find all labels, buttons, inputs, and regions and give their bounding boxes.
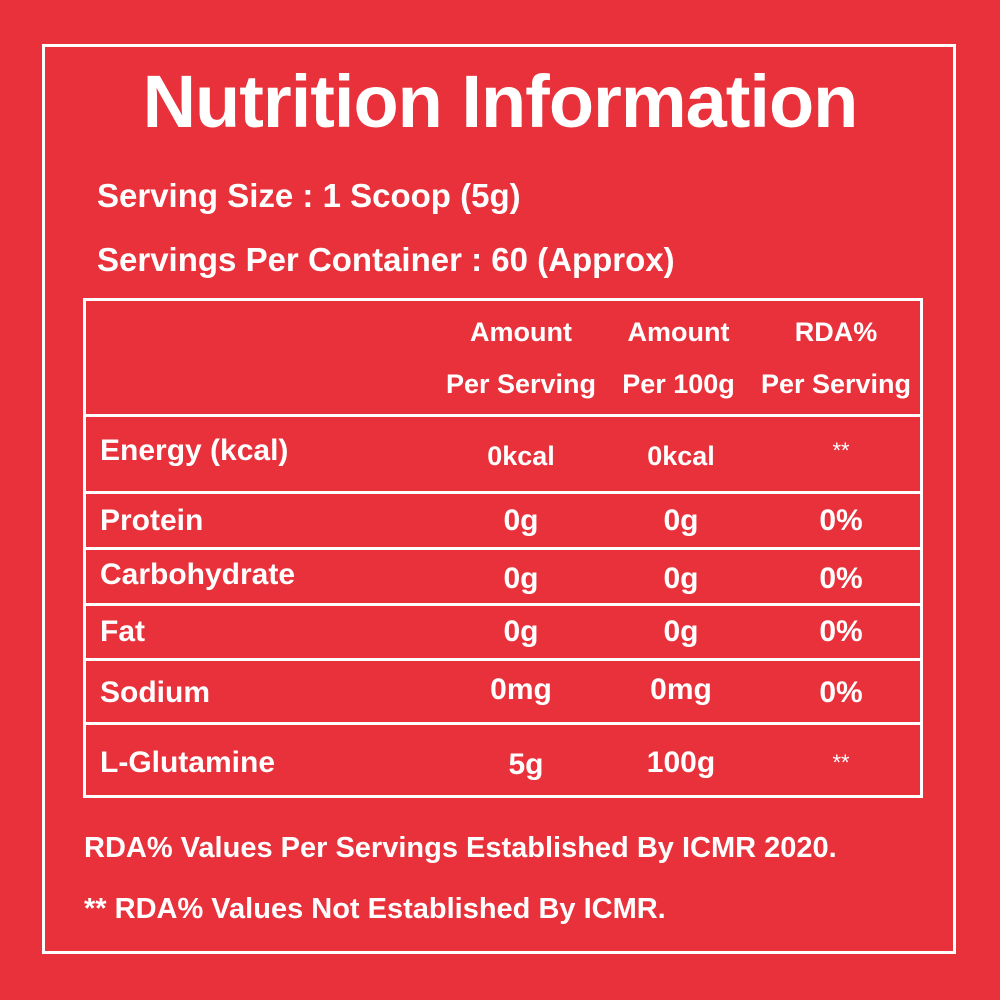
nutrient-name: Fat <box>100 615 145 648</box>
header-rda-line1: RDA% <box>794 317 878 347</box>
nutrient-name: Carbohydrate <box>100 558 296 591</box>
nutrient-name: Protein <box>100 504 204 537</box>
header-per-100g-line2: Per 100g <box>622 369 735 399</box>
nutrient-name: Energy (kcal) <box>100 434 289 467</box>
value-per-serving: 0mg <box>490 673 552 706</box>
footnote-rda-not-established: ** RDA% Values Not Established By ICMR. <box>84 893 666 925</box>
table-row: Sodium 0mg 0mg 0% <box>86 658 920 722</box>
value-rda: 0% <box>819 562 863 595</box>
table-row: Energy (kcal) 0kcal 0kcal ** <box>86 414 920 491</box>
value-per-100g: 0g <box>663 615 699 648</box>
value-rda: ** <box>832 750 850 775</box>
header-per-100g-line1: Amount <box>627 317 730 347</box>
table-row: Fat 0g 0g 0% <box>86 603 920 658</box>
nutrient-name: Sodium <box>100 676 210 709</box>
table-row: L-Glutamine 5g 100g ** <box>86 722 920 795</box>
value-per-serving: 0g <box>503 504 539 537</box>
value-per-100g: 0mg <box>650 673 712 706</box>
value-rda: 0% <box>819 615 863 648</box>
header-per-serving-line2: Per Serving <box>445 369 597 399</box>
serving-size: Serving Size : 1 Scoop (5g) <box>97 177 521 214</box>
value-per-100g: 0g <box>663 504 699 537</box>
table-row: Carbohydrate 0g 0g 0% <box>86 547 920 603</box>
header-rda-line2: Per Serving <box>760 369 912 399</box>
outer-border <box>42 44 956 954</box>
header-per-serving-line1: Amount <box>470 317 572 347</box>
value-per-serving: 0g <box>503 615 539 648</box>
value-per-serving: 0g <box>503 562 539 595</box>
page-title: Nutrition Information <box>142 60 859 143</box>
servings-per-container: Servings Per Container : 60 (Approx) <box>97 241 675 278</box>
value-per-100g: 100g <box>646 746 716 779</box>
value-rda: 0% <box>819 676 863 709</box>
value-per-100g: 0g <box>663 562 699 595</box>
value-per-serving: 5g <box>508 748 544 781</box>
footnote-rda-established: RDA% Values Per Servings Established By … <box>84 832 837 864</box>
value-rda: 0% <box>819 504 863 537</box>
value-rda: ** <box>832 438 850 463</box>
nutrient-name: L-Glutamine <box>100 746 276 779</box>
table-row: Protein 0g 0g 0% <box>86 491 920 547</box>
value-per-serving: 0kcal <box>487 441 555 471</box>
value-per-100g: 0kcal <box>647 441 715 471</box>
table-header-row: Amount Per Serving Amount Per 100g RDA% … <box>86 301 920 414</box>
nutrition-table: Amount Per Serving Amount Per 100g RDA% … <box>83 298 923 798</box>
